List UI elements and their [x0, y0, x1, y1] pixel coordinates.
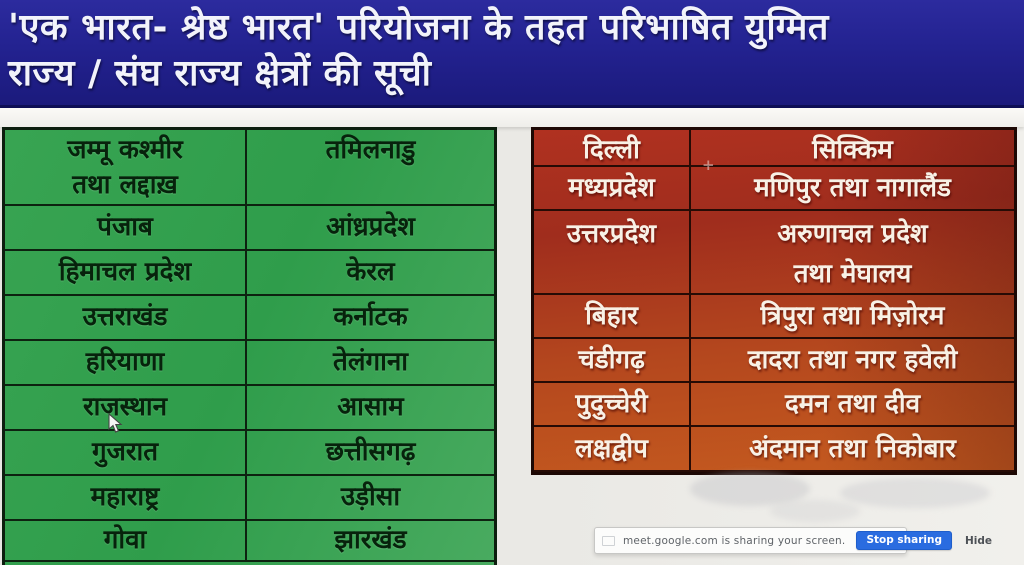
state-cell: लक्षद्वीप [534, 427, 691, 470]
state-name: छत्तीसगढ़ [325, 437, 416, 467]
watermark-smudge [840, 478, 990, 508]
stray-cursor-artifact: + [702, 156, 715, 174]
state-cell: तेलंगाना [247, 341, 494, 384]
state-name: हिमाचल प्रदेश [58, 257, 192, 287]
pairing-row: हरियाणा तेलंगाना [5, 341, 494, 386]
state-cell: राजस्थान [5, 386, 247, 429]
state-name: पंजाब [97, 212, 153, 242]
state-cell: गोवा [5, 521, 247, 560]
state-cell: पुदुच्चेरी [534, 383, 691, 425]
state-cell: त्रिपुरा तथा मिज़ोरम [691, 295, 1014, 337]
state-name: तमिलनाडु [325, 135, 416, 165]
pairing-row: चंडीगढ़ दादरा तथा नगर हवेली [534, 339, 1014, 383]
state-name: जम्मू कश्मीर [67, 135, 183, 165]
state-name: राजस्थान [82, 392, 168, 422]
state-cell: उड़ीसा [247, 476, 494, 519]
state-name: पुदुच्चेरी [575, 389, 648, 419]
pairing-row: उत्तरप्रदेश अरुणाचल प्रदेश तथा मेघालय [534, 211, 1014, 295]
pairing-row: जम्मू कश्मीर तथा लद्दाख़ तमिलनाडु [5, 130, 494, 206]
state-cell: हिमाचल प्रदेश [5, 251, 247, 294]
screen-share-bar: meet.google.com is sharing your screen. … [594, 527, 992, 554]
state-cell: कर्नाटक [247, 296, 494, 339]
state-cell: हरियाणा [5, 341, 247, 384]
state-cell: दिल्ली [534, 130, 691, 170]
hide-button[interactable]: Hide [964, 534, 993, 547]
state-name: सिक्किम [812, 135, 893, 165]
state-name: गोवा [103, 525, 147, 555]
state-cell: केरल [247, 251, 494, 294]
state-name: दादरा तथा नगर हवेली [747, 345, 958, 375]
state-cell: गुजरात [5, 431, 247, 474]
pairing-row: गुजरात छत्तीसगढ़ [5, 431, 494, 476]
state-cell: जम्मू कश्मीर तथा लद्दाख़ [5, 130, 247, 204]
state-cell: मणिपुर तथा नागालैंड [691, 167, 1014, 209]
state-cell: उत्तरप्रदेश [534, 211, 691, 294]
state-name: तेलंगाना [333, 347, 408, 377]
pairing-row: पुदुच्चेरी दमन तथा दीव [534, 383, 1014, 427]
state-name: लक्षद्वीप [575, 433, 648, 464]
pairing-row: मध्यप्रदेश मणिपुर तथा नागालैंड [534, 167, 1014, 211]
state-name: झारखंड [334, 525, 407, 555]
state-name: उड़ीसा [340, 482, 401, 512]
state-name: दिल्ली [583, 135, 640, 165]
state-name: केरल [346, 257, 395, 287]
state-name: उत्तराखंड [82, 302, 168, 332]
state-name: दमन तथा दीव [784, 389, 921, 419]
state-cell: अंदमान तथा निकोबार [691, 427, 1014, 470]
state-name: तथा मेघालय [793, 259, 912, 289]
pairing-row: लक्षद्वीप अंदमान तथा निकोबार [534, 427, 1014, 472]
state-name: गुजरात [91, 437, 159, 467]
state-cell: आसाम [247, 386, 494, 429]
state-name: बिहार [585, 301, 638, 331]
state-cell: मध्यप्रदेश [534, 167, 691, 209]
state-cell: महाराष्ट्र [5, 476, 247, 519]
state-name: हरियाणा [85, 347, 165, 377]
state-cell: छत्तीसगढ़ [247, 431, 494, 474]
state-name: मध्यप्रदेश [568, 173, 655, 203]
pairing-row: बिहार त्रिपुरा तथा मिज़ोरम [534, 295, 1014, 339]
pairing-row: दिल्ली सिक्किम [534, 130, 1014, 170]
slide-title-bar: 'एक भारत- श्रेष्ठ भारत' परियोजना के तहत … [0, 0, 1024, 108]
state-cell: झारखंड [247, 521, 494, 560]
state-name: चंडीगढ़ [578, 345, 645, 375]
state-cell: दमन तथा दीव [691, 383, 1014, 425]
state-cell: बिहार [534, 295, 691, 337]
state-name: तथा लद्दाख़ [72, 170, 178, 200]
slide-title-line2: राज्य / संघ राज्य क्षेत्रों की सूची [8, 53, 432, 94]
state-name: मणिपुर तथा नागालैंड [754, 173, 951, 203]
state-name: त्रिपुरा तथा मिज़ोरम [760, 301, 945, 331]
state-cell: दादरा तथा नगर हवेली [691, 339, 1014, 381]
states-pairing-table-right: दिल्ली सिक्किम मध्यप्रदेश मणिपुर तथा नागालै… [531, 127, 1017, 475]
state-name: उत्तरप्रदेश [566, 219, 657, 249]
watermark-smudge [690, 472, 810, 506]
state-name: महाराष्ट्र [90, 482, 160, 512]
pairing-row: पंजाब आंध्रप्रदेश [5, 206, 494, 251]
pairing-row: गोवा झारखंड [5, 521, 494, 562]
state-name: कर्नाटक [333, 302, 408, 332]
slide-title-line1: 'एक भारत- श्रेष्ठ भारत' परियोजना के तहत … [8, 7, 829, 48]
pairing-row: महाराष्ट्र उड़ीसा [5, 476, 494, 521]
state-cell: चंडीगढ़ [534, 339, 691, 381]
state-cell: पंजाब [5, 206, 247, 249]
mouse-cursor [108, 413, 123, 433]
watermark-smudge [770, 500, 860, 522]
pairing-row: राजस्थान आसाम [5, 386, 494, 431]
share-message: meet.google.com is sharing your screen. [623, 534, 846, 547]
state-cell: अरुणाचल प्रदेश तथा मेघालय [691, 211, 1014, 294]
state-cell: सिक्किम [691, 130, 1014, 170]
state-cell: उत्तराखंड [5, 296, 247, 339]
state-cell: आंध्रप्रदेश [247, 206, 494, 249]
title-divider-strip [0, 108, 1024, 127]
state-name: अंदमान तथा निकोबार [749, 433, 956, 464]
states-pairing-table-left: जम्मू कश्मीर तथा लद्दाख़ तमिलनाडु पंजाब आंध्… [2, 127, 497, 565]
stop-sharing-button[interactable]: Stop sharing [856, 531, 952, 550]
pairing-row: उत्तराखंड कर्नाटक [5, 296, 494, 341]
state-name: अरुणाचल प्रदेश [777, 219, 928, 249]
state-name: आंध्रप्रदेश [326, 212, 415, 242]
state-name: आसाम [337, 392, 404, 422]
pairing-row: हिमाचल प्रदेश केरल [5, 251, 494, 296]
state-cell: तमिलनाडु [247, 130, 494, 204]
screen-share-icon [602, 535, 615, 546]
